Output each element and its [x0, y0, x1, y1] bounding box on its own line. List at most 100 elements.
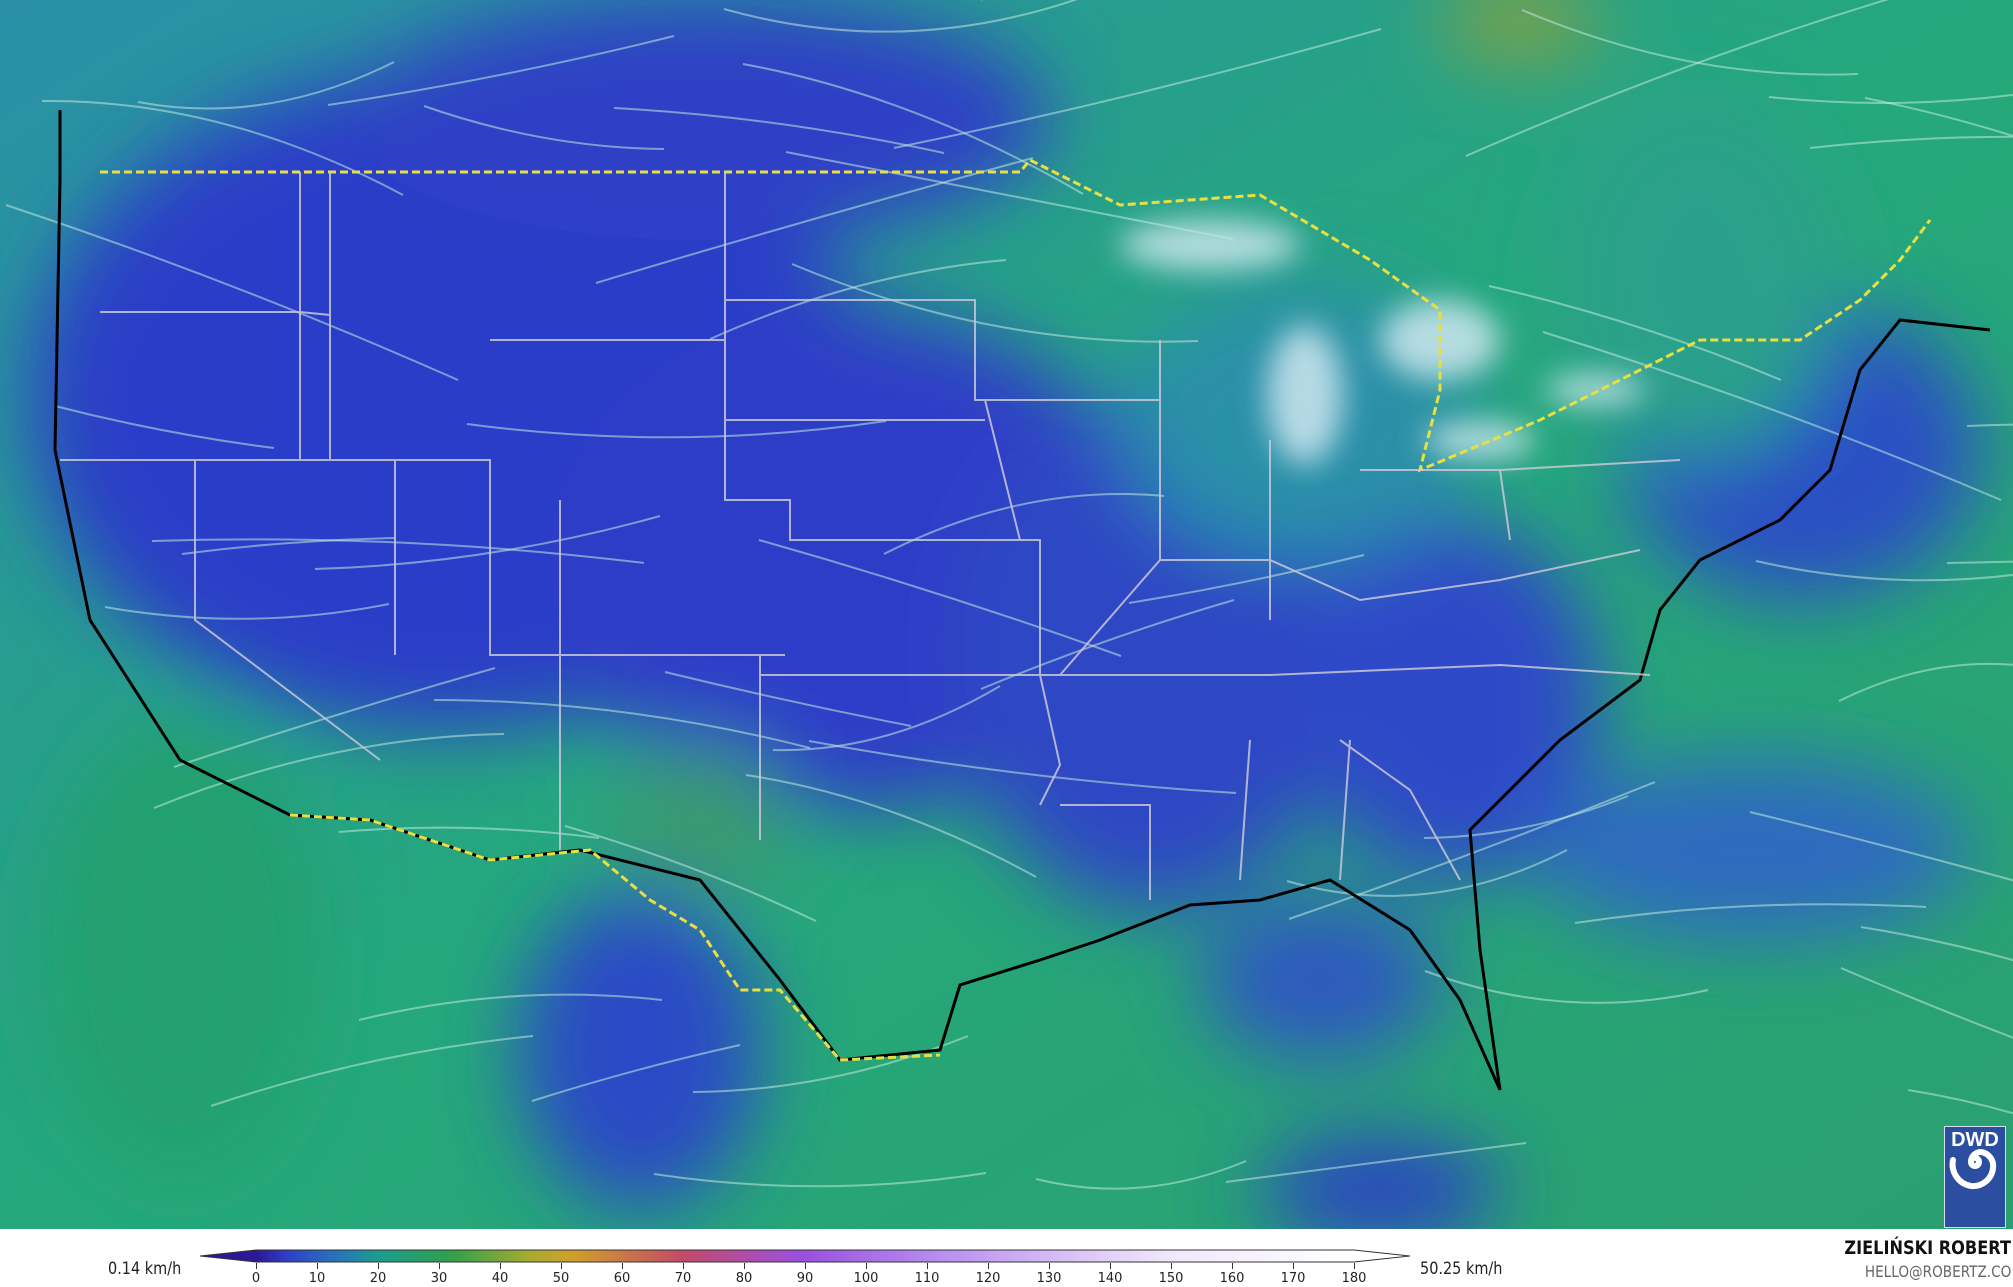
- colorbar-tick-mark: [256, 1263, 257, 1269]
- colorbar-tick-mark: [988, 1263, 989, 1269]
- wind-field: [30, 0, 1980, 1229]
- streamline: [791, 263, 1199, 343]
- colorbar-tick-mark: [622, 1263, 623, 1269]
- streamline: [709, 259, 1007, 340]
- streamline: [151, 538, 645, 564]
- colorbar-tick-label: 30: [430, 1271, 448, 1286]
- colorbar-tick-mark: [1049, 1263, 1050, 1269]
- colorbar-tick-mark: [317, 1263, 318, 1269]
- streamline: [808, 740, 1237, 794]
- colorbar-tick-mark: [744, 1263, 745, 1269]
- great-lakes: [1120, 220, 1645, 465]
- dwd-logo: DWD: [1944, 1126, 2006, 1228]
- colorbar-tick-label: 40: [491, 1271, 509, 1286]
- streamlines: [5, 0, 2013, 1190]
- streamline: [613, 107, 945, 154]
- streamline: [466, 420, 887, 439]
- streamline: [893, 28, 1382, 149]
- colorbar-tick-mark: [805, 1263, 806, 1269]
- us-canada-border: [100, 158, 1932, 473]
- colorbar-tick-label: 170: [1280, 1271, 1306, 1286]
- colorbar-tick-label: 0: [251, 1271, 261, 1286]
- streamline: [358, 993, 663, 1021]
- streamline: [1286, 849, 1568, 897]
- streamline: [54, 405, 275, 449]
- streamline: [181, 537, 397, 555]
- colorbar-tick-mark: [500, 1263, 501, 1269]
- streamline: [1225, 1142, 1527, 1183]
- streamline: [210, 1035, 534, 1107]
- streamline: [1574, 903, 1927, 924]
- colorbar-tick-label: 20: [369, 1271, 387, 1286]
- streamline: [173, 667, 496, 768]
- colorbar-tick-label: 140: [1097, 1271, 1123, 1286]
- colorbar-scale: [200, 1249, 1411, 1263]
- streamline: [692, 1035, 969, 1093]
- streamline: [104, 603, 390, 620]
- streamline: [1488, 285, 1782, 381]
- streamline: [1128, 554, 1365, 604]
- colorbar-tick-label: 60: [613, 1271, 631, 1286]
- colorbar-tick-label: 150: [1158, 1271, 1184, 1286]
- streamline: [1809, 135, 2013, 149]
- colorbar-tick-label: 110: [914, 1271, 940, 1286]
- colorbar-legend: 0.14 km/h 0 10 20 30 40 50 60 70 80 90 100 110 120 13…: [0, 1229, 2013, 1287]
- us-mexico-border: [289, 813, 941, 1062]
- streamline: [1035, 1160, 1247, 1190]
- streamline: [1864, 97, 2013, 137]
- streamline: [664, 671, 912, 727]
- colorbar-tick-mark: [683, 1263, 684, 1269]
- streamline: [1840, 967, 2013, 1039]
- streamline: [1946, 560, 2013, 564]
- streamline: [1542, 331, 2002, 501]
- colorbar-min-label: 0.14 km/h: [108, 1259, 182, 1279]
- wind-speed-map: DWD: [0, 0, 2013, 1231]
- streamline: [1749, 811, 2013, 882]
- streamline: [338, 826, 600, 839]
- author-name: ZIELIŃSKI ROBERT: [1844, 1237, 2011, 1259]
- colorbar-max-label: 50.25 km/h: [1420, 1259, 1503, 1279]
- colorbar-tick-label: 130: [1036, 1271, 1062, 1286]
- streamline: [653, 1172, 987, 1188]
- author-email[interactable]: HELLO@ROBERTZ.CO: [1864, 1262, 2011, 1281]
- dwd-swirl-icon: [1949, 1148, 1997, 1190]
- streamline: [423, 105, 665, 150]
- map-canvas: [0, 0, 2013, 1229]
- streamline: [785, 151, 1234, 240]
- dwd-logo-text: DWD: [1951, 1129, 1999, 1151]
- streamline: [1860, 926, 2013, 962]
- colorbar-tick-mark: [927, 1263, 928, 1269]
- colorbar-tick-mark: [866, 1263, 867, 1269]
- colorbar-tick-label: 160: [1219, 1271, 1245, 1286]
- colorbar-tick-label: 100: [853, 1271, 879, 1286]
- streamline: [1838, 662, 2013, 702]
- streamline: [883, 493, 1165, 555]
- streamline: [1755, 560, 2013, 582]
- colorbar-tick-mark: [439, 1263, 440, 1269]
- colorbar-tick-label: 50: [552, 1271, 570, 1286]
- streamline: [1423, 795, 1629, 839]
- colorbar-tick-label: 90: [796, 1271, 814, 1286]
- streamline: [153, 733, 505, 809]
- streamline: [758, 539, 1122, 657]
- colorbar: [200, 1249, 1411, 1263]
- streamline: [564, 825, 817, 922]
- colorbar-tick-mark: [561, 1263, 562, 1269]
- colorbar-tick-mark: [1232, 1263, 1233, 1269]
- colorbar-tick-mark: [378, 1263, 379, 1269]
- streamline: [5, 204, 459, 381]
- streamline: [742, 63, 1084, 195]
- colorbar-tick-label: 80: [735, 1271, 753, 1286]
- streamline: [531, 1044, 741, 1102]
- streamline: [1521, 9, 1859, 76]
- colorbar-tick-mark: [1354, 1263, 1355, 1269]
- streamline: [723, 0, 1078, 33]
- streamline: [772, 685, 1001, 752]
- colorbar-tick-mark: [1110, 1263, 1111, 1269]
- colorbar-tick-label: 10: [308, 1271, 326, 1286]
- streamline: [1424, 970, 1709, 1004]
- colorbar-tick-mark: [1293, 1263, 1294, 1269]
- streamline: [327, 35, 675, 106]
- streamline: [595, 157, 1034, 284]
- streamline: [314, 515, 661, 570]
